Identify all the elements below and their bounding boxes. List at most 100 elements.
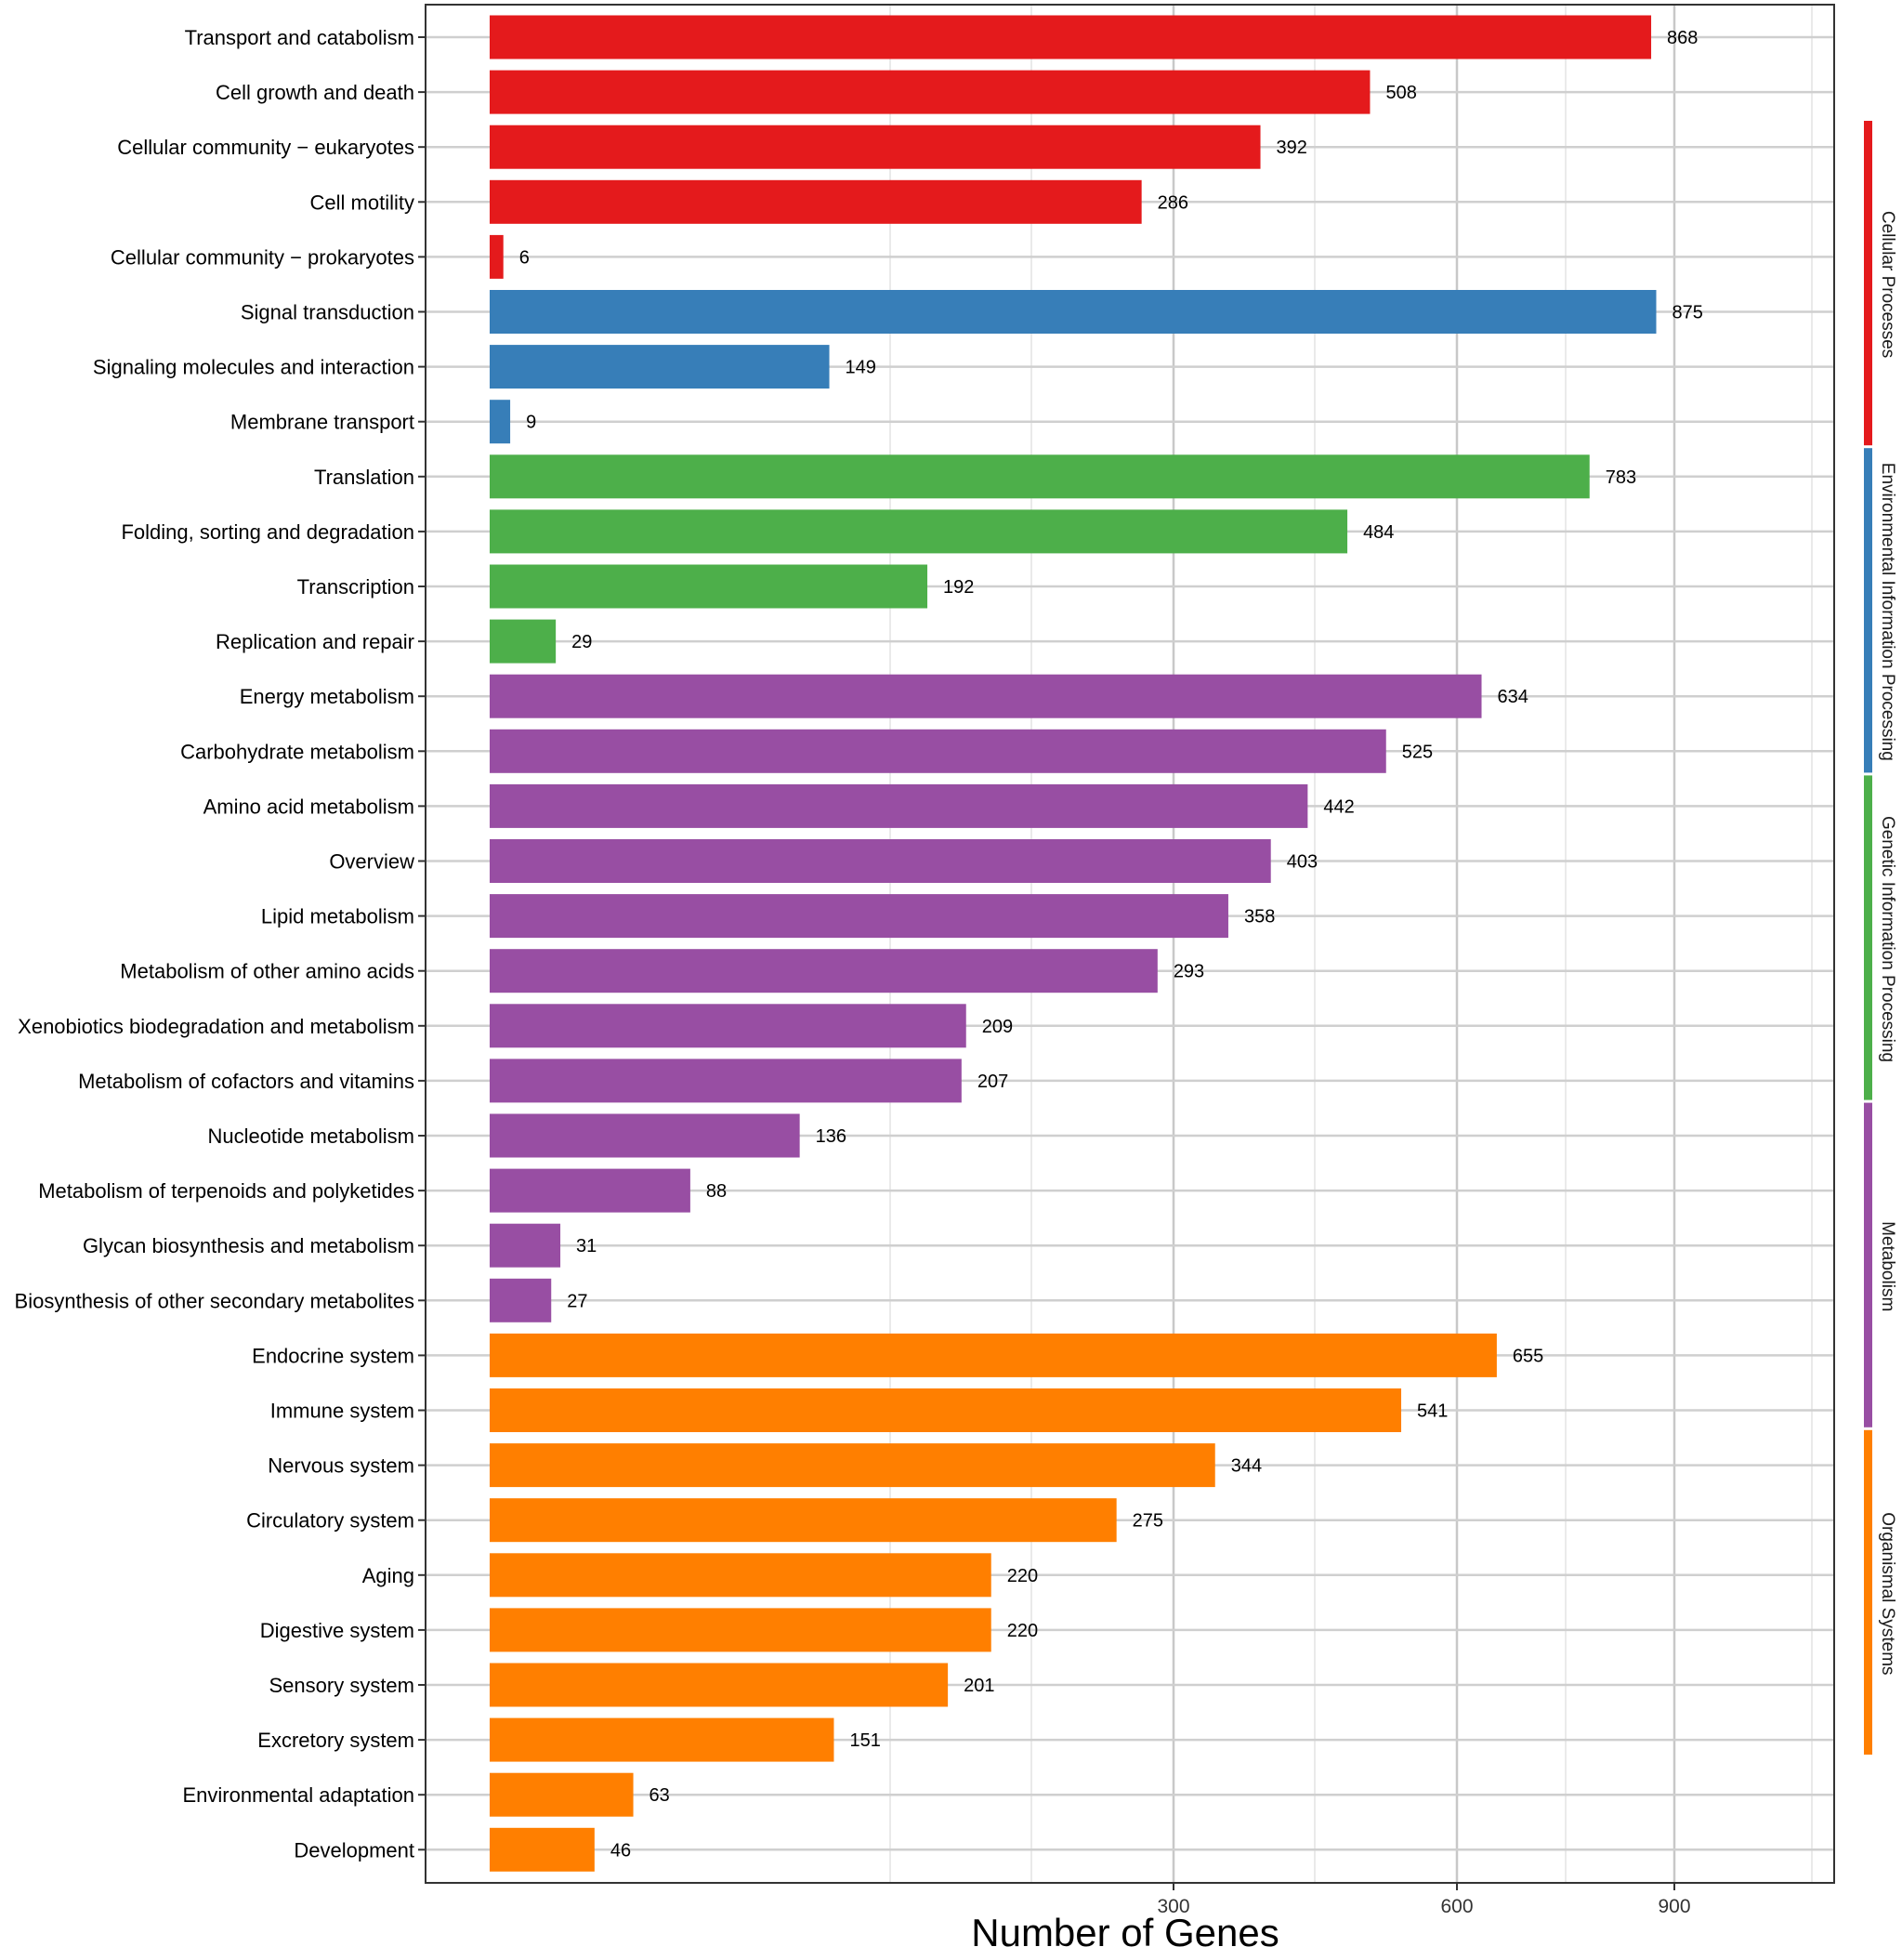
bar [490, 400, 511, 444]
bar [490, 1772, 634, 1817]
bar [490, 290, 1657, 334]
value-label: 403 [1287, 852, 1318, 873]
category-label: Sensory system [269, 1674, 415, 1697]
value-label: 508 [1385, 83, 1416, 103]
grid-layer [426, 5, 1834, 1883]
bar [490, 1553, 991, 1598]
category-label: Immune system [270, 1400, 414, 1423]
x-tick-label: 900 [1658, 1896, 1690, 1917]
category-label: Carbohydrate metabolism [180, 740, 414, 763]
value-label: 875 [1672, 303, 1703, 323]
bar [490, 1663, 949, 1707]
category-label: Signaling molecules and interaction [93, 356, 414, 379]
category-label: Transcription [297, 575, 414, 599]
bar [490, 674, 1482, 718]
category-label: Xenobiotics biodegradation and metabolis… [18, 1015, 414, 1038]
bar-layer [490, 15, 1657, 1872]
category-label: Cell motility [310, 191, 414, 214]
category-label: Membrane transport [230, 411, 414, 434]
category-label: Cellular community − eukaryotes [117, 136, 414, 159]
group-strip-label: Cellular Processes [1878, 211, 1897, 358]
value-label: 192 [943, 577, 974, 598]
value-label: 209 [982, 1017, 1013, 1037]
value-label: 358 [1244, 907, 1275, 927]
value-label: 286 [1158, 192, 1188, 213]
value-label: 151 [849, 1730, 880, 1751]
value-label: 344 [1231, 1456, 1262, 1477]
bar [490, 729, 1386, 773]
category-label: Circulatory system [246, 1509, 414, 1532]
x-tick-label: 600 [1440, 1896, 1473, 1917]
bar [490, 70, 1371, 114]
category-label: Environmental adaptation [183, 1783, 415, 1807]
value-label: 63 [649, 1785, 670, 1806]
category-label: Excretory system [257, 1729, 414, 1752]
value-label: 868 [1667, 28, 1698, 48]
bar [490, 1333, 1497, 1377]
bar [490, 509, 1348, 554]
value-label: 525 [1402, 742, 1433, 762]
group-strip [1864, 448, 1872, 773]
bar [490, 619, 557, 664]
category-label: Glycan biosynthesis and metabolism [83, 1234, 414, 1257]
bar [490, 345, 830, 389]
bar [490, 949, 1158, 993]
value-label: 29 [571, 632, 592, 652]
bar [490, 1608, 991, 1652]
bar [490, 894, 1228, 939]
category-label: Biosynthesis of other secondary metaboli… [15, 1289, 414, 1312]
group-strip-label: Environmental Information Processing [1878, 463, 1897, 761]
bar [490, 1388, 1402, 1432]
value-label: 220 [1007, 1566, 1038, 1586]
category-label: Endocrine system [252, 1344, 414, 1367]
group-strip [1864, 775, 1872, 1100]
category-label: Nervous system [268, 1454, 414, 1478]
value-label: 88 [706, 1181, 727, 1202]
group-strip-label: Genetic Information Processing [1878, 816, 1897, 1062]
value-label: 220 [1007, 1621, 1038, 1641]
bar [490, 1278, 552, 1322]
value-label: 31 [576, 1236, 597, 1256]
category-label: Transport and catabolism [185, 26, 414, 49]
group-strip [1864, 1102, 1872, 1427]
category-label: Digestive system [260, 1619, 414, 1642]
value-label: 634 [1498, 687, 1528, 707]
value-label: 6 [519, 247, 530, 268]
bar [490, 15, 1652, 59]
bar [490, 1717, 834, 1762]
label-layer: 868 Transport and catabolism 508 Cell growt… [15, 26, 1703, 1861]
bar [490, 1827, 595, 1872]
category-label: Aging [362, 1564, 414, 1587]
value-label: 293 [1174, 962, 1204, 982]
value-label: 442 [1323, 796, 1354, 817]
x-axis-title: Number of Genes [971, 1911, 1279, 1954]
category-label: Cellular community − prokaryotes [111, 245, 414, 269]
bar [490, 1223, 561, 1268]
value-label: 484 [1363, 522, 1394, 543]
value-label: 392 [1277, 138, 1307, 158]
value-label: 9 [526, 413, 536, 433]
category-label: Translation [314, 466, 414, 489]
bar [490, 1004, 966, 1048]
strip-layer: Cellular Processes Environmental Informat… [1864, 121, 1897, 1755]
bar [490, 1443, 1215, 1488]
value-label: 46 [610, 1840, 631, 1861]
plot-panel-border [425, 4, 1835, 1884]
value-label: 201 [964, 1676, 994, 1696]
category-label: Metabolism of terpenoids and polyketides [38, 1179, 414, 1203]
value-label: 275 [1133, 1511, 1163, 1532]
bar [490, 125, 1261, 169]
bar [490, 1059, 962, 1103]
value-label: 541 [1417, 1401, 1448, 1422]
bar [490, 234, 504, 279]
category-label: Folding, sorting and degradation [121, 520, 414, 544]
axis-layer: 300 600 900 Number of Genes [418, 4, 1835, 1954]
bar [490, 454, 1590, 499]
value-label: 136 [816, 1126, 846, 1147]
category-label: Metabolism of other amino acids [120, 960, 414, 983]
category-label: Signal transduction [241, 301, 414, 324]
bar [490, 179, 1142, 224]
bar [490, 1113, 800, 1158]
